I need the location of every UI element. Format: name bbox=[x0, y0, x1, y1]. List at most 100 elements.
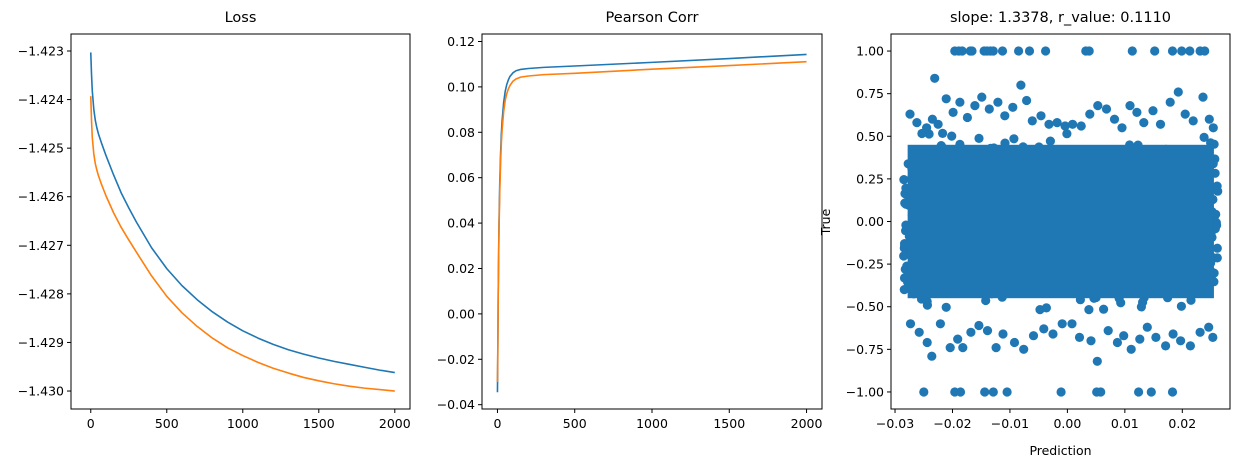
pearson-corr-ytick-label: 0.02 bbox=[447, 261, 475, 276]
scatter-point bbox=[1176, 301, 1186, 311]
scatter-chart-ylabel: True bbox=[818, 208, 833, 236]
scatter-point bbox=[1150, 46, 1160, 56]
scatter-point bbox=[1165, 97, 1175, 107]
scatter-point bbox=[953, 334, 963, 344]
scatter-point bbox=[1208, 332, 1218, 342]
scatter-point bbox=[947, 131, 957, 141]
scatter-point bbox=[938, 128, 948, 138]
scatter-chart-title: slope: 1.3378, r_value: 0.1110 bbox=[950, 10, 1171, 26]
scatter-point bbox=[1096, 387, 1106, 397]
scatter-plot-area bbox=[899, 46, 1223, 397]
scatter-point bbox=[957, 46, 967, 56]
scatter-point bbox=[1000, 111, 1010, 121]
scatter-point bbox=[1146, 387, 1156, 397]
scatter-point bbox=[1009, 134, 1019, 144]
loss-ytick-label: −1.426 bbox=[18, 189, 64, 204]
scatter-point bbox=[1204, 322, 1214, 332]
loss-xtick-label: 1000 bbox=[227, 416, 259, 431]
scatter-chart-xlabel: Prediction bbox=[1029, 443, 1091, 458]
scatter-point bbox=[1002, 387, 1012, 397]
scatter-point bbox=[966, 327, 976, 337]
scatter-point bbox=[1138, 297, 1148, 307]
scatter-point bbox=[1009, 337, 1020, 348]
scatter-point bbox=[1092, 356, 1102, 366]
scatter-point bbox=[1076, 121, 1086, 131]
scatter-point bbox=[1048, 329, 1058, 339]
scatter-point bbox=[1167, 387, 1178, 397]
scatter-chart: slope: 1.3378, r_value: 0.1110 Predictio… bbox=[818, 10, 1231, 458]
pearson-corr-xtick-label: 500 bbox=[563, 416, 587, 431]
pearson-corr-xtick-label: 0 bbox=[493, 416, 501, 431]
scatter-point bbox=[1093, 101, 1103, 111]
scatter-point bbox=[1200, 46, 1210, 56]
scatter-point bbox=[991, 343, 1001, 353]
loss-xtick-label: 0 bbox=[87, 416, 95, 431]
scatter-point bbox=[1019, 344, 1029, 354]
scatter-point bbox=[974, 133, 984, 143]
scatter-point bbox=[1134, 387, 1144, 397]
pearson-corr-chart-title: Pearson Corr bbox=[606, 10, 699, 26]
pearson-corr-plot-area bbox=[496, 53, 807, 393]
scatter-point bbox=[1086, 336, 1096, 346]
loss-frame bbox=[70, 33, 411, 410]
scatter-point bbox=[1139, 118, 1149, 128]
scatter-point bbox=[1167, 46, 1178, 56]
pearson-corr-xtick-label: 1500 bbox=[713, 416, 745, 431]
loss-ytick-label: −1.427 bbox=[18, 238, 64, 253]
scatter-point bbox=[1185, 46, 1195, 56]
pearson-corr-series-2-line bbox=[496, 60, 807, 382]
scatter-point bbox=[1173, 87, 1183, 97]
scatter-point bbox=[1067, 319, 1077, 329]
scatter-ytick-label: 0.50 bbox=[856, 129, 884, 144]
scatter-point bbox=[970, 101, 980, 111]
scatter-point bbox=[1014, 46, 1024, 56]
pearson-corr-series-1-line bbox=[496, 53, 807, 393]
pearson-corr-ytick-label: 0.06 bbox=[447, 170, 475, 185]
scatter-dense-band bbox=[907, 144, 1214, 299]
scatter-point bbox=[1057, 319, 1067, 329]
scatter-point bbox=[1068, 119, 1078, 129]
loss-ytick-label: −1.424 bbox=[18, 92, 64, 107]
scatter-point bbox=[1084, 46, 1094, 56]
scatter-point bbox=[967, 46, 977, 56]
scatter-point bbox=[905, 109, 915, 119]
scatter-point bbox=[1132, 107, 1142, 117]
scatter-xtick-label: 0.00 bbox=[1053, 416, 1081, 431]
scatter-point bbox=[1204, 114, 1214, 124]
scatter-point bbox=[1127, 46, 1137, 56]
scatter-point bbox=[1213, 186, 1223, 196]
scatter-point bbox=[1008, 102, 1018, 112]
scatter-point bbox=[1027, 116, 1037, 126]
loss-xtick-label: 2000 bbox=[379, 416, 411, 431]
scatter-point bbox=[922, 296, 932, 307]
scatter-point bbox=[1112, 337, 1122, 348]
scatter-point bbox=[984, 104, 994, 114]
scatter-point bbox=[935, 319, 946, 329]
scatter-point bbox=[922, 337, 932, 348]
scatter-point bbox=[988, 387, 998, 397]
pearson-corr-ytick-label: 0.10 bbox=[447, 79, 475, 94]
scatter-point bbox=[1036, 111, 1046, 121]
loss-ytick-label: −1.428 bbox=[18, 286, 64, 301]
scatter-xtick-label: −0.01 bbox=[991, 416, 1029, 431]
scatter-point bbox=[1208, 123, 1218, 133]
scatter-ytick-label: 0.75 bbox=[856, 86, 884, 101]
scatter-point bbox=[1056, 387, 1066, 397]
loss-ytick-label: −1.429 bbox=[18, 335, 64, 350]
scatter-point bbox=[1101, 104, 1112, 114]
scatter-point bbox=[1045, 136, 1055, 146]
scatter-xtick-label: 0.01 bbox=[1111, 416, 1139, 431]
scatter-point bbox=[1044, 119, 1054, 129]
scatter-point bbox=[1155, 119, 1166, 129]
scatter-point bbox=[1041, 46, 1051, 56]
scatter-ytick-label: −1.00 bbox=[846, 384, 884, 399]
scatter-xtick-label: −0.02 bbox=[933, 416, 971, 431]
loss-series-1-line bbox=[89, 52, 395, 374]
pearson-corr-xtick-label: 1000 bbox=[636, 416, 668, 431]
scatter-point bbox=[977, 92, 987, 102]
scatter-point bbox=[1060, 121, 1070, 131]
pearson-corr-ytick-label: −0.02 bbox=[437, 352, 475, 367]
scatter-point bbox=[1103, 326, 1113, 336]
loss-series-2-line bbox=[89, 96, 395, 392]
